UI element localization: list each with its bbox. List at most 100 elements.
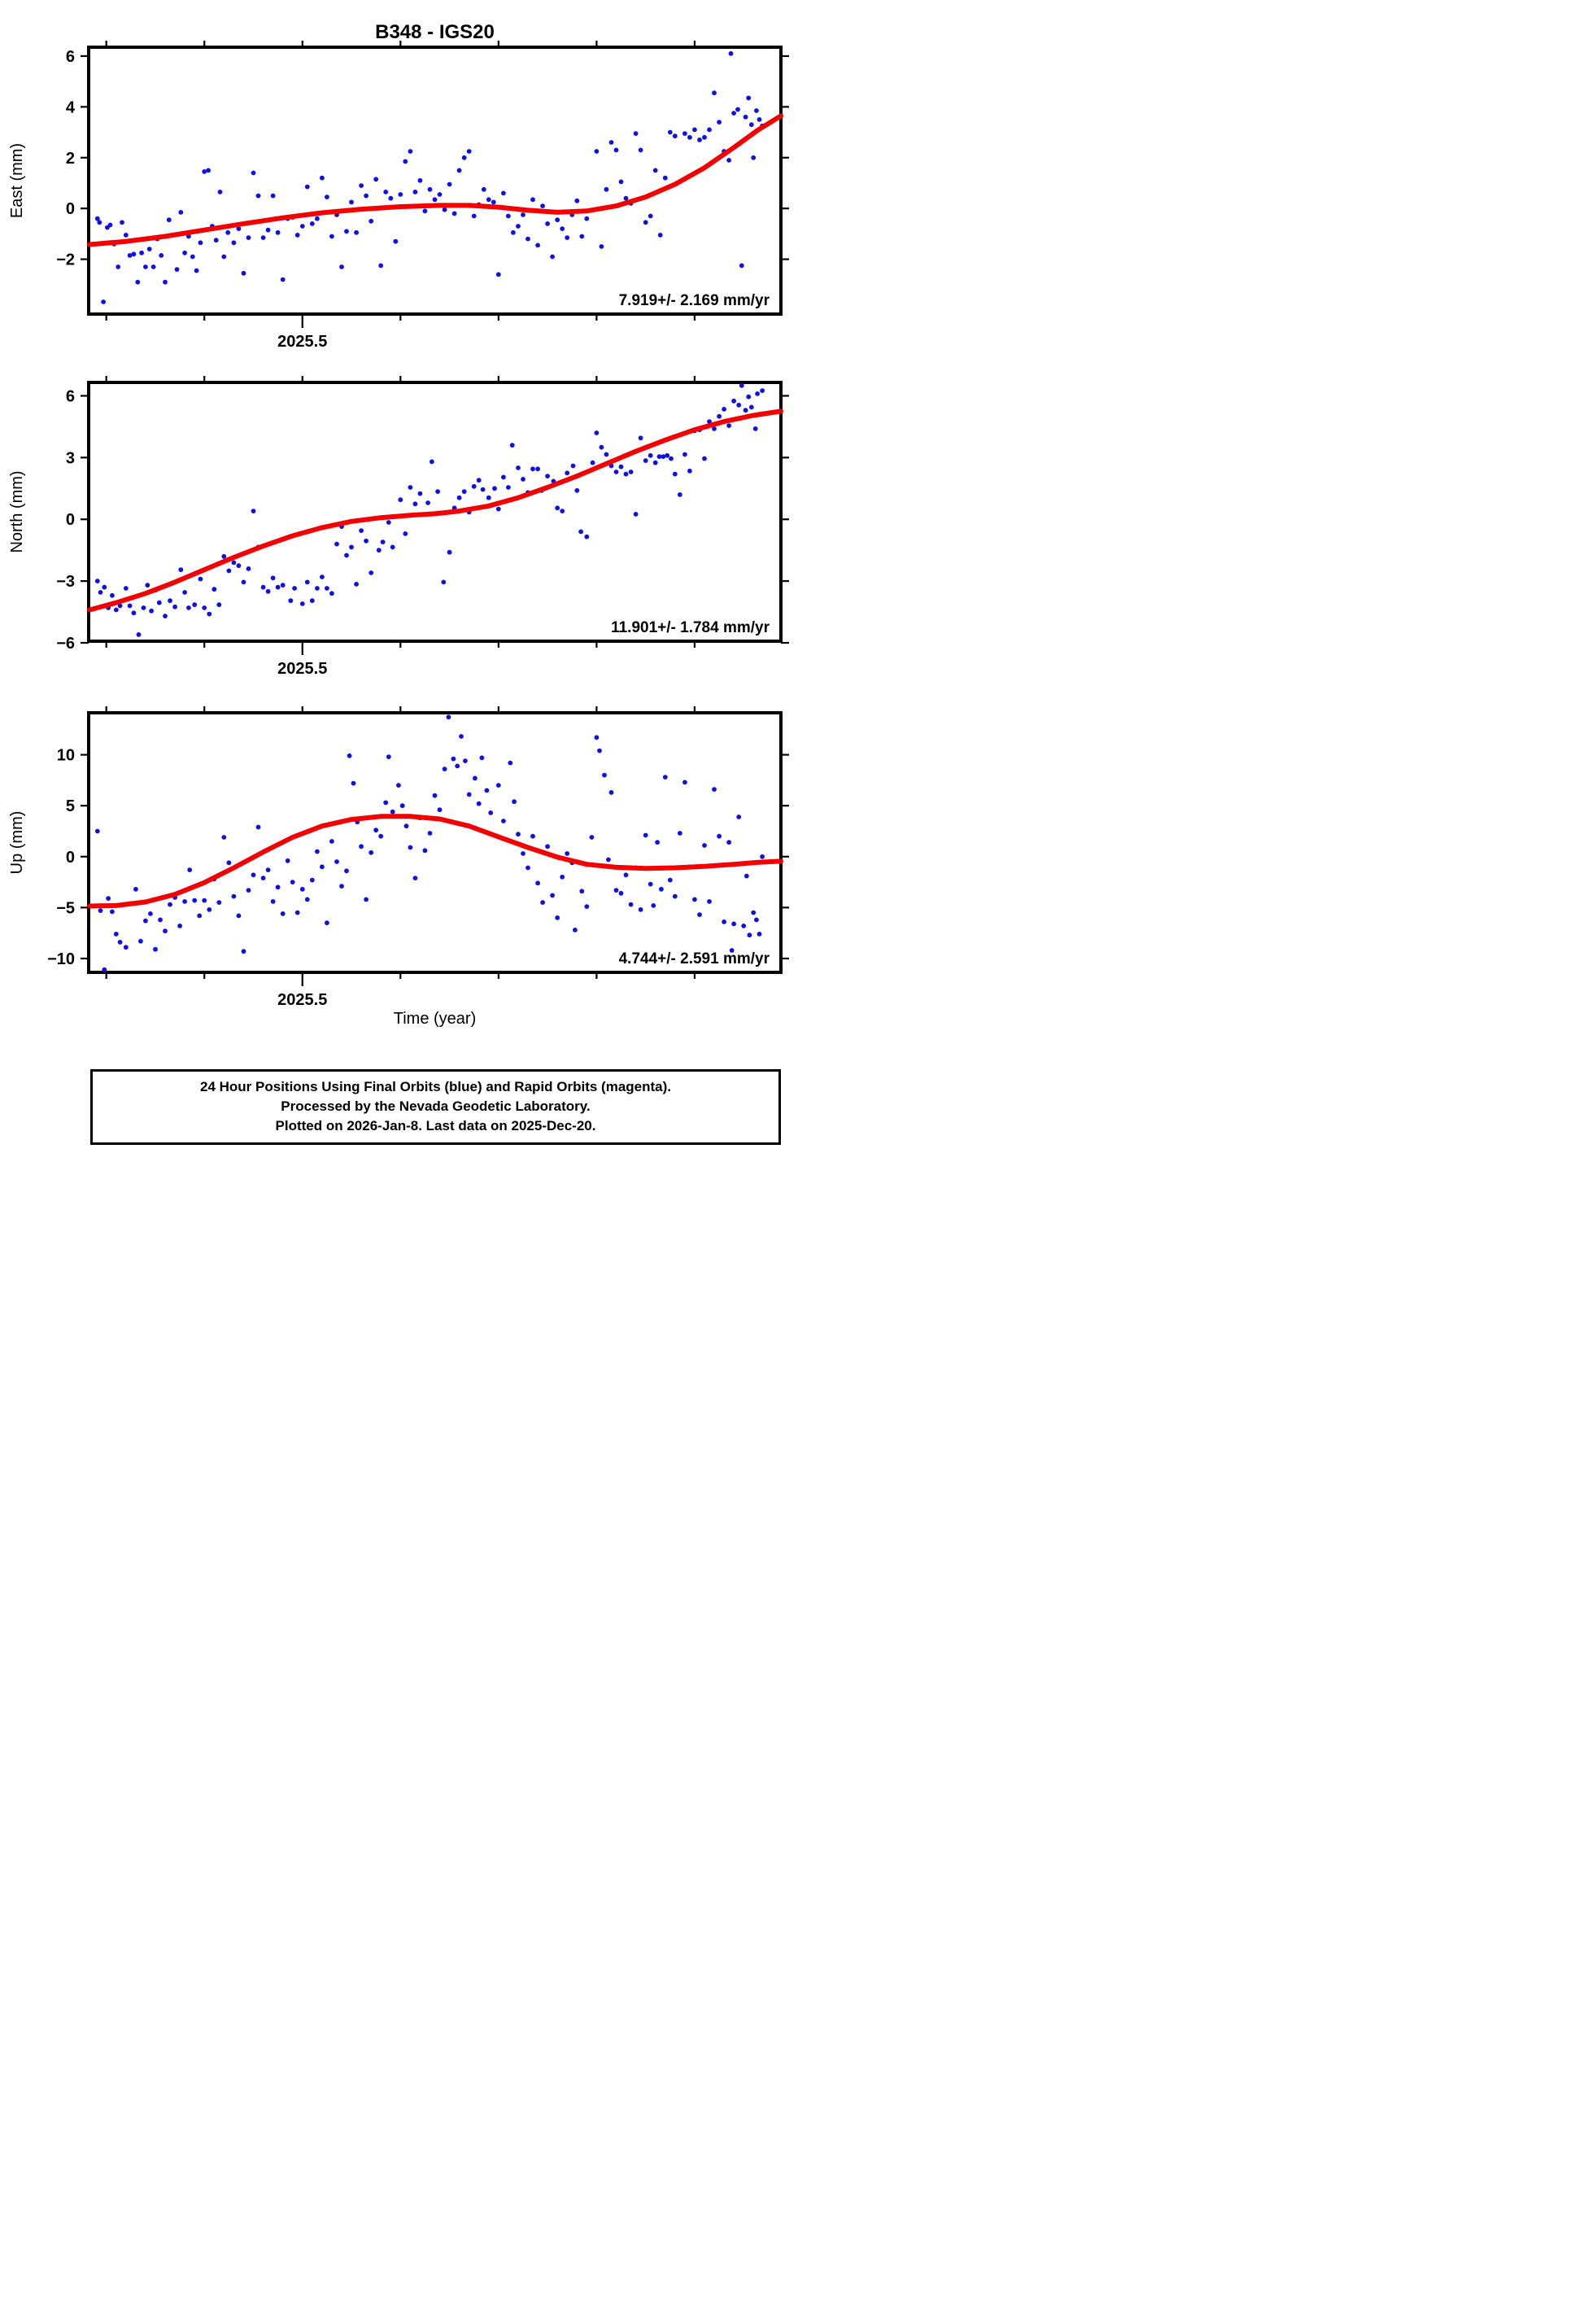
data-point [728, 50, 734, 56]
data-point [437, 807, 443, 813]
data-point [427, 186, 433, 192]
x-tick-label: 2025.5 [277, 660, 327, 678]
data-point [525, 865, 530, 871]
data-point [138, 938, 143, 944]
data-point [280, 583, 286, 588]
data-point [501, 190, 506, 196]
data-point [757, 117, 762, 122]
data-point [163, 614, 168, 618]
data-point [662, 175, 668, 181]
data-point [479, 755, 485, 761]
data-point [667, 129, 673, 135]
data-point [573, 928, 578, 932]
data-point [403, 823, 409, 829]
data-point [373, 177, 379, 182]
data-point [545, 221, 550, 226]
data-point [565, 470, 570, 476]
svg-text:−6: −6 [56, 635, 75, 653]
data-point [139, 250, 145, 255]
data-point [471, 213, 477, 219]
data-point [516, 832, 521, 837]
data-point [579, 889, 585, 894]
data-point [294, 910, 300, 915]
data-point [136, 632, 142, 637]
data-point [412, 190, 418, 194]
data-point [484, 788, 490, 793]
data-point [712, 787, 717, 792]
data-point [123, 233, 129, 238]
data-point [648, 452, 653, 458]
data-point [344, 868, 349, 874]
data-point [194, 268, 199, 273]
data-point [456, 168, 462, 173]
data-point [383, 800, 389, 806]
data-point [378, 833, 384, 839]
data-point [760, 388, 765, 393]
data-point [602, 772, 607, 778]
data-point [390, 544, 395, 550]
data-point [432, 197, 438, 203]
data-point [726, 840, 731, 845]
data-point [197, 913, 203, 919]
data-point [408, 149, 413, 154]
data-point [656, 454, 662, 459]
data-point [731, 111, 736, 116]
data-point [521, 477, 525, 482]
data-point [304, 184, 310, 190]
data-point [471, 483, 477, 489]
data-point [110, 909, 115, 915]
data-point [275, 584, 281, 590]
data-point [451, 756, 456, 762]
data-point [578, 529, 583, 535]
data-point [325, 194, 329, 200]
data-point [236, 913, 242, 919]
data-point [299, 886, 305, 892]
data-point [760, 854, 765, 859]
data-point [198, 576, 203, 582]
data-point [168, 598, 172, 604]
data-point [461, 489, 467, 494]
data-point [495, 783, 501, 788]
data-point [712, 426, 717, 431]
data-point [246, 888, 251, 893]
axis-ticks [81, 376, 789, 655]
data-point [408, 485, 413, 490]
data-point [101, 299, 106, 304]
velocity-annotation: 11.901+/- 1.784 mm/yr [611, 619, 770, 636]
data-point [380, 539, 386, 544]
data-point [459, 734, 464, 739]
data-point [565, 235, 570, 240]
data-point [398, 497, 403, 503]
svg-text:0: 0 [66, 849, 75, 867]
data-point [241, 270, 246, 276]
data-point [408, 845, 413, 850]
data-point [260, 584, 266, 590]
data-point [344, 552, 349, 558]
data-point [354, 229, 359, 235]
data-point [133, 886, 138, 892]
data-point [589, 835, 595, 840]
data-point [702, 843, 707, 848]
trend-line [87, 814, 783, 909]
svg-text:10: 10 [57, 747, 75, 765]
svg-text:5: 5 [66, 797, 75, 815]
data-point [270, 193, 276, 199]
data-point [739, 263, 744, 269]
data-point [178, 567, 184, 573]
data-point [198, 240, 203, 246]
data-point [623, 872, 629, 878]
data-point [186, 605, 191, 610]
svg-text:0: 0 [66, 200, 75, 218]
svg-text:−3: −3 [56, 573, 75, 591]
data-point [545, 474, 550, 478]
data-point [211, 587, 217, 592]
data-point [692, 897, 697, 902]
data-point [368, 570, 374, 575]
data-point [665, 452, 670, 458]
data-point [246, 566, 251, 571]
svg-text:−10: −10 [47, 950, 75, 968]
data-point [747, 932, 752, 938]
data-point [225, 229, 231, 235]
data-point [368, 849, 374, 855]
data-point [682, 131, 687, 136]
